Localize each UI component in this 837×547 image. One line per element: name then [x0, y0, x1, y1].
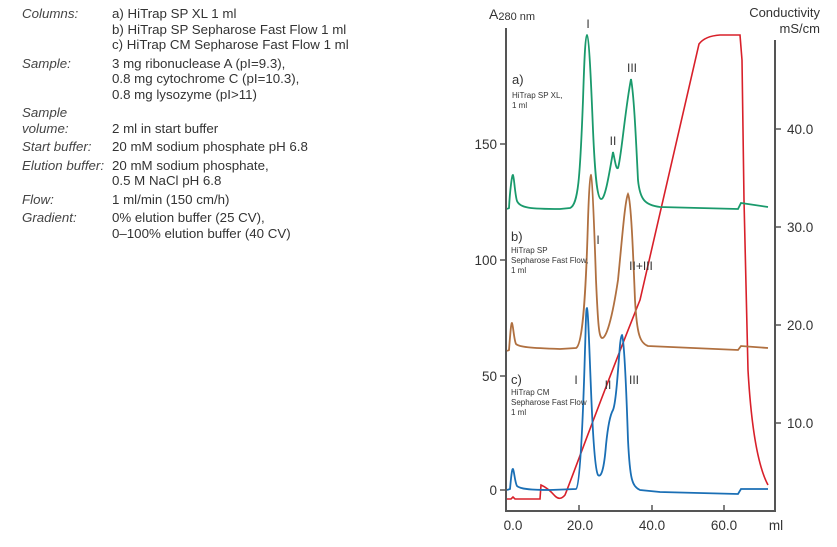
svg-text:150: 150 — [474, 137, 497, 152]
trace-a — [506, 33, 769, 210]
trace-b — [506, 173, 769, 352]
peak-labels: I II III I II+III I II III — [574, 17, 653, 392]
y-axis-right-label: Conductivity — [749, 5, 820, 20]
svg-text:HiTrap SP: HiTrap SP — [511, 246, 548, 255]
svg-text:I: I — [596, 233, 599, 247]
svg-text:0: 0 — [489, 483, 497, 498]
svg-text:I: I — [574, 373, 577, 387]
condition-columns: Columns: a) HiTrap SP XL 1 ml b) HiTrap S… — [22, 6, 349, 52]
svg-text:ml: ml — [769, 518, 783, 533]
condition-elution-buffer: Elution buffer: 20 mM sodium phosphate, 0… — [22, 157, 269, 189]
svg-text:HiTrap SP XL,: HiTrap SP XL, — [512, 91, 563, 100]
ticks — [500, 128, 781, 511]
y-right-tick-labels: 10.0 20.0 30.0 40.0 — [787, 122, 813, 431]
svg-text:10.0: 10.0 — [787, 416, 813, 431]
svg-text:c): c) — [511, 372, 522, 387]
svg-text:III: III — [627, 61, 637, 75]
condition-flow: Flow: 1 ml/min (150 cm/h) — [22, 191, 230, 207]
svg-text:40.0: 40.0 — [787, 122, 813, 137]
svg-text:20.0: 20.0 — [567, 518, 593, 533]
trace-c — [506, 307, 768, 495]
svg-text:a): a) — [512, 72, 524, 87]
condition-start-buffer: Start buffer: 20 mM sodium phosphate pH 6… — [22, 139, 308, 154]
condition-sample-volume: Sample volume: 2 ml in start buffer — [22, 105, 219, 136]
trace-a-legend: a) HiTrap SP XL, 1 ml — [512, 72, 563, 110]
svg-text:60.0: 60.0 — [711, 518, 737, 533]
svg-text:50: 50 — [482, 369, 497, 384]
conductivity-trace — [507, 34, 769, 500]
x-tick-labels: 0.0 20.0 40.0 60.0 ml — [504, 518, 784, 533]
y-axis-right-unit: mS/cm — [780, 21, 820, 36]
svg-text:I: I — [586, 17, 589, 31]
y-left-tick-labels: 0 50 100 150 — [474, 137, 497, 498]
svg-text:III: III — [629, 373, 639, 387]
svg-text:20.0: 20.0 — [787, 318, 813, 333]
svg-text:II: II — [605, 378, 612, 392]
svg-text:b): b) — [511, 229, 523, 244]
svg-text:Sepharose Fast Flow,: Sepharose Fast Flow, — [511, 256, 588, 265]
svg-text:1 ml: 1 ml — [512, 101, 527, 110]
condition-gradient: Gradient: 0% elution buffer (25 CV), 0–10… — [22, 210, 291, 241]
svg-text:Sepharose Fast Flow: Sepharose Fast Flow — [511, 398, 587, 407]
axes — [505, 28, 776, 512]
svg-text:0.0: 0.0 — [504, 518, 523, 533]
trace-b-legend: b) HiTrap SP Sepharose Fast Flow, 1 ml — [511, 229, 588, 275]
svg-text:40.0: 40.0 — [639, 518, 665, 533]
svg-text:30.0: 30.0 — [787, 220, 813, 235]
conditions-panel: Columns: a) HiTrap SP XL 1 ml b) HiTrap S… — [22, 6, 349, 244]
condition-sample: Sample: 3 mg ribonuclease A (pI=9.3), 0.8… — [22, 55, 300, 102]
trace-c-legend: c) HiTrap CM Sepharose Fast Flow 1 ml — [511, 372, 587, 417]
y-axis-left-label: A280 nm — [489, 6, 535, 23]
svg-text:100: 100 — [474, 253, 497, 268]
svg-text:1 ml: 1 ml — [511, 408, 526, 417]
svg-text:II: II — [610, 134, 617, 148]
svg-text:HiTrap CM: HiTrap CM — [511, 388, 550, 397]
svg-text:II+III: II+III — [629, 259, 653, 273]
svg-text:1 ml: 1 ml — [511, 266, 526, 275]
